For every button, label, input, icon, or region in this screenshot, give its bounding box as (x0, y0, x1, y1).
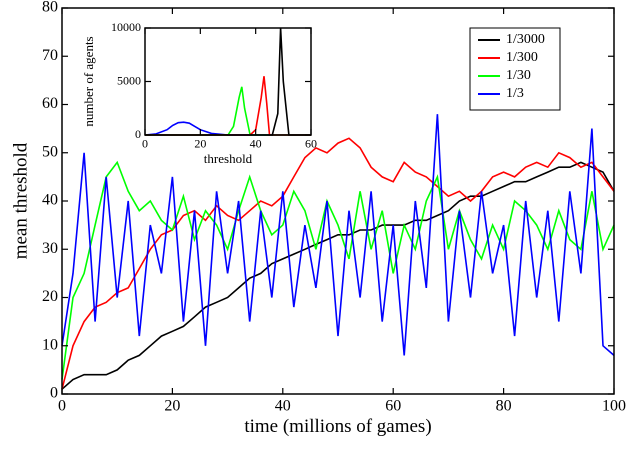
y-tick-label: 70 (42, 47, 58, 64)
series-line (144, 121, 311, 136)
y-tick-label: 10000 (111, 20, 141, 34)
x-tick-label: 80 (496, 397, 512, 414)
x-tick-label: 0 (58, 397, 66, 414)
x-tick-label: 20 (164, 397, 180, 414)
y-tick-label: 30 (42, 240, 58, 257)
y-axis-label: number of agents (81, 36, 96, 126)
series-line (145, 76, 311, 136)
y-tick-label: 0 (135, 127, 141, 141)
inset-background (145, 28, 311, 135)
y-axis-label: mean threshold (10, 142, 31, 259)
series-line (61, 114, 615, 357)
x-tick-label: 60 (305, 136, 317, 150)
x-axis-label: time (millions of games) (244, 416, 431, 437)
series-line (61, 160, 615, 380)
x-tick-label: 100 (602, 397, 626, 414)
legend-label: 1/3000 (506, 32, 545, 47)
y-tick-label: 50 (42, 143, 58, 160)
x-tick-label: 40 (250, 136, 262, 150)
y-tick-label: 80 (42, 0, 58, 16)
legend-label: 1/300 (506, 50, 538, 65)
legend-box (469, 27, 561, 111)
legend-label: 1/30 (506, 68, 531, 83)
series-line (61, 161, 615, 390)
y-tick-label: 20 (42, 288, 58, 305)
y-tick-label: 0 (50, 385, 58, 402)
x-tick-label: 0 (142, 136, 148, 150)
x-tick-label: 40 (275, 397, 291, 414)
x-tick-label: 60 (385, 397, 401, 414)
x-axis-label: threshold (204, 151, 253, 166)
y-tick-label: 5000 (117, 73, 141, 87)
y-tick-label: 10 (42, 336, 58, 353)
y-tick-label: 60 (42, 95, 58, 112)
legend-label: 1/3 (506, 86, 524, 101)
x-tick-label: 20 (194, 136, 206, 150)
y-tick-label: 40 (42, 192, 58, 209)
series-line (145, 86, 311, 136)
